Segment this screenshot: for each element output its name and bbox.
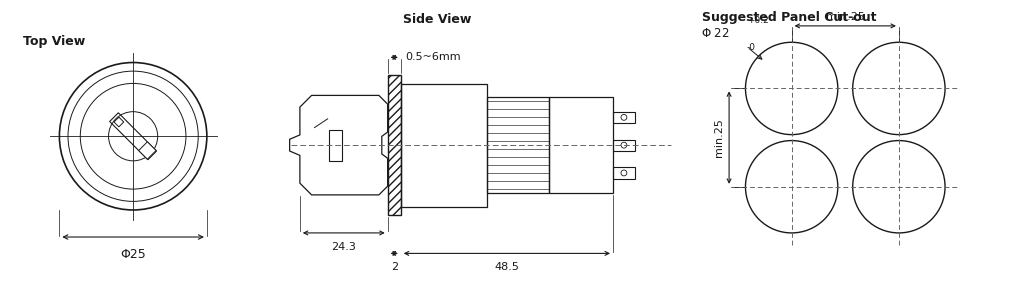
Bar	[613, 112, 635, 123]
Polygon shape	[114, 117, 124, 127]
Text: $\Phi$ 22: $\Phi$ 22	[700, 27, 730, 40]
Text: 48.5: 48.5	[495, 262, 519, 271]
Bar	[400, 84, 487, 207]
Text: min.25: min.25	[714, 118, 724, 157]
Text: -0: -0	[746, 43, 756, 52]
Text: Suggested Panel Cut-out: Suggested Panel Cut-out	[702, 11, 877, 24]
Bar	[388, 75, 400, 215]
Text: Top View: Top View	[23, 36, 85, 49]
Text: +0.2: +0.2	[746, 16, 769, 25]
Bar	[549, 97, 613, 193]
Text: 2: 2	[391, 262, 397, 271]
Text: min.25: min.25	[825, 12, 864, 22]
Polygon shape	[138, 142, 156, 159]
Bar	[613, 140, 635, 151]
Bar	[329, 130, 342, 160]
Bar	[613, 167, 635, 178]
Text: 24.3: 24.3	[332, 242, 356, 252]
Text: Φ25: Φ25	[120, 248, 146, 261]
Bar	[487, 97, 549, 193]
Text: 0.5~6mm: 0.5~6mm	[406, 52, 461, 63]
Text: Side View: Side View	[403, 14, 472, 27]
